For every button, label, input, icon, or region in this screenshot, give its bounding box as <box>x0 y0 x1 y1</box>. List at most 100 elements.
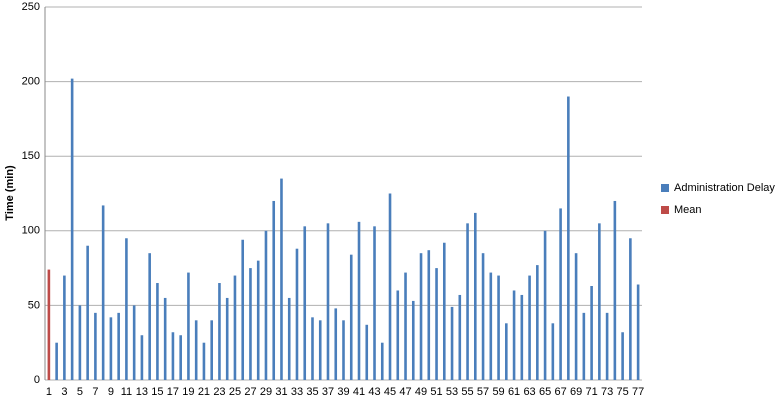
x-tick-label: 59 <box>492 386 504 398</box>
bar <box>474 212 477 380</box>
x-tick-label: 55 <box>461 386 473 398</box>
bar <box>109 317 113 380</box>
x-tick-label: 43 <box>368 386 380 398</box>
x-tick-label: 47 <box>399 386 411 398</box>
bar <box>303 226 307 380</box>
legend-swatch <box>661 184 669 192</box>
bar <box>140 335 144 380</box>
y-tick-label: 250 <box>22 1 40 13</box>
x-tick-label: 69 <box>570 386 582 398</box>
bar <box>280 178 283 380</box>
x-tick-label: 41 <box>353 386 365 398</box>
x-tick-label: 53 <box>446 386 458 398</box>
x-tick-label: 65 <box>539 386 551 398</box>
bar <box>582 312 586 380</box>
x-tick-label: 67 <box>554 386 566 398</box>
bar <box>621 332 624 380</box>
bar <box>101 205 105 380</box>
bar <box>481 253 485 380</box>
bar <box>202 342 206 380</box>
bar <box>210 320 213 380</box>
bar <box>187 272 190 380</box>
x-tick-label: 37 <box>322 386 334 398</box>
bar <box>349 254 353 380</box>
x-tick-label: 45 <box>384 386 396 398</box>
bar <box>466 223 469 380</box>
legend-swatch <box>661 206 669 214</box>
bar <box>70 78 74 380</box>
bar <box>47 269 51 380</box>
x-tick-label: 7 <box>92 386 98 398</box>
bar <box>318 320 322 380</box>
bar <box>249 268 252 380</box>
x-tick-label: 75 <box>616 386 628 398</box>
x-tick-label: 19 <box>182 386 194 398</box>
x-tick-label: 71 <box>585 386 597 398</box>
bar <box>373 226 376 380</box>
x-tick-label: 57 <box>477 386 489 398</box>
bar <box>419 253 423 380</box>
x-tick-label: 77 <box>632 386 644 398</box>
bar <box>132 305 136 380</box>
bar <box>427 250 431 380</box>
y-axis-label: Time (min) <box>4 165 16 221</box>
legend-label: Mean <box>674 204 702 216</box>
bar <box>241 239 245 380</box>
bar <box>559 208 562 380</box>
bar <box>163 297 167 380</box>
bar <box>342 320 345 380</box>
y-tick-label: 150 <box>22 150 40 162</box>
bar <box>520 294 524 380</box>
bar <box>435 268 438 380</box>
legend-label: Administration Delay <box>674 182 775 194</box>
bar <box>590 286 593 380</box>
x-tick-label: 23 <box>213 386 225 398</box>
x-tick-label: 51 <box>430 386 442 398</box>
bar <box>117 312 120 380</box>
bar <box>55 342 58 380</box>
bar <box>225 297 229 380</box>
y-tick-label: 200 <box>22 76 40 88</box>
bar <box>505 323 508 380</box>
x-tick-label: 21 <box>198 386 210 398</box>
bar <box>551 323 555 380</box>
bar <box>458 294 462 380</box>
bar <box>404 272 407 380</box>
bar <box>194 320 198 380</box>
bar <box>311 317 314 380</box>
bar <box>78 305 82 380</box>
bar <box>256 260 260 380</box>
x-tick-label: 31 <box>275 386 287 398</box>
bar <box>326 223 330 380</box>
bar <box>598 223 601 380</box>
x-tick-label: 61 <box>508 386 520 398</box>
bar <box>295 248 299 380</box>
bar <box>536 265 539 380</box>
x-tick-label: 73 <box>601 386 613 398</box>
x-tick-label: 3 <box>61 386 67 398</box>
bar <box>86 245 89 380</box>
x-tick-label: 15 <box>151 386 163 398</box>
bar <box>233 275 237 380</box>
bar <box>357 221 361 380</box>
bar <box>365 324 369 380</box>
x-tick-label: 63 <box>523 386 535 398</box>
bar <box>125 238 128 380</box>
bar <box>218 283 221 380</box>
x-tick-label: 17 <box>167 386 179 398</box>
x-tick-label: 27 <box>244 386 256 398</box>
bar <box>543 230 547 380</box>
bar <box>94 312 97 380</box>
bar <box>380 342 384 380</box>
x-tick-label: 33 <box>291 386 303 398</box>
x-tick-label: 1 <box>46 386 52 398</box>
bar <box>512 290 516 380</box>
x-tick-label: 49 <box>415 386 427 398</box>
x-tick-label: 35 <box>306 386 318 398</box>
x-tick-label: 13 <box>136 386 148 398</box>
bar <box>396 290 400 380</box>
x-tick-label: 11 <box>121 386 132 398</box>
bar <box>334 308 338 380</box>
bar <box>411 300 415 380</box>
